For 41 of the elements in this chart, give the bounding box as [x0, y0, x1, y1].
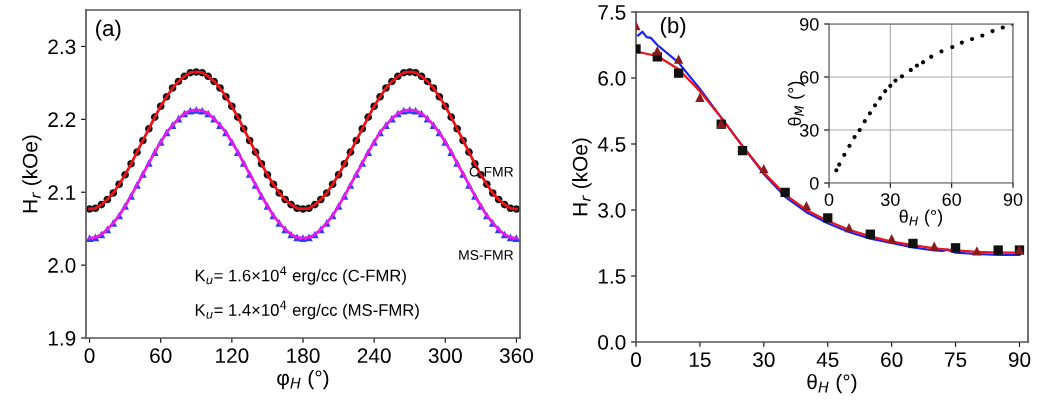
x-tick-label: 120 — [216, 348, 249, 364]
x-tick-label: 60 — [150, 348, 172, 364]
annotation: (a) — [96, 19, 121, 41]
x-tick-label: 15 — [689, 352, 711, 368]
x-tick-label: 0 — [84, 348, 95, 364]
x-axis-title: θ$_{H}$ (°) — [899, 209, 943, 227]
x-tick-label: 0 — [824, 193, 834, 206]
y-tick-label: 2.0 — [48, 258, 76, 273]
y-axis-title: H$_{r}$ (kOe) — [572, 138, 592, 216]
y-tick-label: 1.5 — [598, 269, 626, 284]
annotation: (b) — [660, 16, 686, 38]
y-axis-title: H$_{r}$ (kOe) — [22, 135, 42, 213]
x-tick-label: 180 — [287, 348, 320, 364]
y-tick-label: 1.9 — [48, 331, 76, 346]
x-tick-label: 90 — [1003, 193, 1023, 206]
x-tick-label: 0 — [631, 352, 641, 368]
x-axis-title: φ$_{H}$ (°) — [277, 369, 329, 390]
y-tick-label: 90 — [800, 17, 819, 31]
y-tick-label: 2.3 — [48, 39, 76, 55]
x-tick-label: 75 — [945, 352, 967, 368]
x-tick-label: 30 — [880, 193, 900, 206]
series-label: MS-FMR — [459, 250, 514, 260]
y-tick-label: 2.1 — [48, 185, 76, 200]
x-tick-label: 300 — [428, 348, 462, 364]
x-tick-label: 60 — [942, 193, 961, 206]
x-tick-label: 30 — [753, 352, 775, 368]
x-tick-label: 60 — [881, 352, 903, 368]
annotation: K$_{u}$= 1.4×10$^{4}$ erg/cc (MS-FMR) — [195, 300, 419, 320]
x-axis-title: θ$_{H}$ (°) — [807, 373, 857, 394]
y-tick-label: 4.5 — [597, 137, 626, 152]
y-tick-label: 6.0 — [598, 71, 626, 86]
y-tick-label: 0 — [809, 176, 819, 190]
x-tick-label: 90 — [1008, 352, 1031, 368]
y-tick-label: 3.0 — [598, 203, 626, 218]
x-tick-label: 240 — [357, 348, 391, 364]
y-tick-label: 7.5 — [598, 5, 626, 20]
x-tick-label: 45 — [816, 352, 839, 368]
y-tick-label: 2.2 — [48, 112, 76, 127]
annotation: K$_{u}$= 1.6×10$^{4}$ erg/cc (C-FMR) — [195, 266, 406, 285]
y-tick-label: 0.0 — [598, 335, 626, 350]
x-tick-label: 360 — [499, 348, 534, 364]
